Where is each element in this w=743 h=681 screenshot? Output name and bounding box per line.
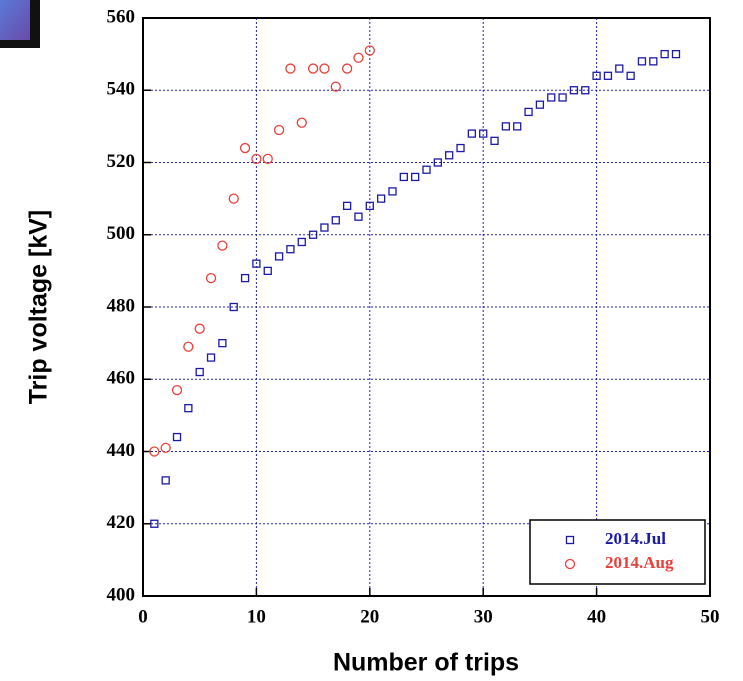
x-tick-label: 50 <box>701 606 720 627</box>
point <box>296 117 307 128</box>
y-tick-label: 400 <box>107 584 136 605</box>
point <box>150 519 159 528</box>
point <box>183 341 194 352</box>
point <box>524 107 533 117</box>
legend-label: 2014.Aug <box>605 553 674 572</box>
point <box>194 323 205 334</box>
point <box>274 252 284 261</box>
point <box>501 122 511 131</box>
point <box>535 100 545 109</box>
legend-label: 2014.Jul <box>605 529 666 548</box>
point <box>456 143 465 153</box>
y-tick-label: 460 <box>107 368 136 389</box>
point <box>637 57 647 66</box>
point <box>171 384 183 396</box>
legend-marker <box>564 558 576 570</box>
point <box>172 432 182 442</box>
point <box>206 353 216 362</box>
point <box>218 338 227 348</box>
point <box>411 172 420 182</box>
point <box>307 63 319 74</box>
y-tick-label: 500 <box>107 223 136 244</box>
point <box>388 187 397 196</box>
point <box>490 136 499 145</box>
y-tick-label: 440 <box>107 440 136 461</box>
point <box>217 240 228 251</box>
point <box>467 129 477 138</box>
point <box>399 172 408 182</box>
point <box>649 57 658 66</box>
photo-fragment-inner <box>0 0 30 40</box>
x-tick-label: 40 <box>587 606 606 627</box>
point <box>376 194 386 203</box>
point <box>228 193 239 204</box>
point <box>285 63 296 74</box>
point <box>286 245 295 254</box>
point <box>354 212 363 221</box>
point <box>603 71 613 80</box>
point <box>479 129 488 138</box>
point <box>184 403 193 413</box>
point <box>263 266 272 276</box>
point <box>341 63 353 74</box>
x-tick-label: 20 <box>360 606 379 627</box>
point <box>592 71 601 80</box>
point <box>433 158 442 167</box>
point <box>149 446 160 457</box>
point <box>252 259 261 268</box>
point <box>365 201 374 211</box>
point <box>205 272 217 284</box>
point <box>569 86 579 95</box>
y-tick-label: 540 <box>107 79 136 100</box>
point <box>240 273 250 283</box>
y-tick-label: 420 <box>107 512 136 533</box>
point <box>308 230 318 239</box>
y-tick-label: 480 <box>107 295 136 316</box>
point <box>160 442 171 454</box>
point <box>229 302 238 312</box>
point <box>273 124 285 136</box>
point <box>422 165 431 174</box>
y-tick-label: 560 <box>107 6 136 27</box>
point <box>342 201 352 211</box>
point <box>581 86 590 95</box>
x-axis-label: Number of trips <box>333 649 519 677</box>
plot-frame <box>142 17 711 597</box>
point <box>364 45 375 56</box>
point <box>671 49 681 59</box>
point <box>195 367 204 377</box>
point <box>615 64 624 73</box>
point <box>320 223 329 232</box>
point <box>262 153 273 165</box>
legend-box <box>529 519 706 585</box>
point <box>239 142 251 154</box>
point <box>547 93 556 102</box>
point <box>319 63 330 74</box>
y-tick-label: 520 <box>107 151 136 172</box>
point <box>161 476 170 485</box>
x-tick-label: 30 <box>474 606 493 627</box>
point <box>513 122 522 131</box>
point <box>251 153 262 165</box>
point <box>353 52 364 63</box>
point <box>558 93 567 102</box>
x-tick-label: 0 <box>138 606 148 627</box>
point <box>445 151 454 160</box>
x-tick-label: 10 <box>247 606 266 627</box>
point <box>297 237 306 247</box>
point <box>330 81 341 92</box>
y-axis-label: Trip voltage [kV] <box>25 210 53 404</box>
legend-marker <box>565 535 575 545</box>
point <box>660 49 669 59</box>
point <box>626 71 635 80</box>
point <box>331 216 340 225</box>
